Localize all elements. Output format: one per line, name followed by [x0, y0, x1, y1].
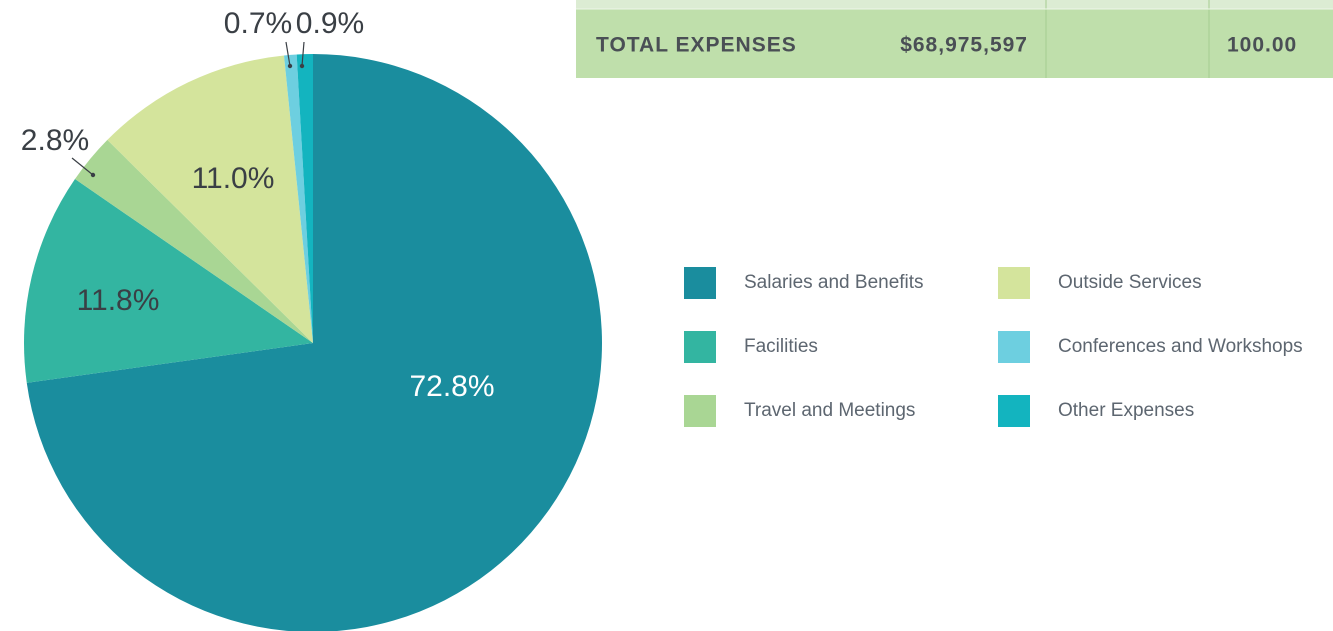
- slice-label: 11.0%: [192, 162, 275, 195]
- leader-line: [301, 41, 305, 67]
- legend-swatch: [998, 395, 1030, 427]
- legend-swatch: [998, 267, 1030, 299]
- leader-line: [285, 41, 291, 67]
- slice-label: 2.8%: [21, 124, 89, 157]
- leader-dot: [299, 63, 305, 69]
- table-label: TOTAL EXPENSES: [596, 34, 797, 57]
- legend-label: Outside Services: [1058, 272, 1202, 293]
- table-row-top: [576, 0, 1333, 9]
- slice-label: 0.7%: [224, 7, 292, 40]
- table-amount: $68,975,597: [900, 34, 1028, 57]
- leader-dot: [90, 172, 96, 178]
- table-percent: 100.00: [1227, 34, 1297, 57]
- legend-swatch: [684, 331, 716, 363]
- leader-line: [71, 157, 94, 176]
- legend-swatch: [684, 267, 716, 299]
- legend-swatch: [998, 331, 1030, 363]
- legend-label: Travel and Meetings: [744, 400, 915, 421]
- leader-dot: [287, 63, 293, 69]
- slice-label: 11.8%: [77, 284, 160, 317]
- pie-slice: [24, 179, 314, 383]
- pie-slice: [26, 54, 602, 631]
- slice-label: 72.8%: [409, 370, 494, 403]
- legend-label: Conferences and Workshops: [1058, 336, 1303, 357]
- legend-label: Other Expenses: [1058, 400, 1194, 421]
- legend-swatch: [684, 395, 716, 427]
- pie-slice: [296, 54, 313, 343]
- legend-label: Salaries and Benefits: [744, 272, 924, 293]
- pie-slice: [283, 54, 313, 344]
- pie-slice: [74, 139, 313, 343]
- table-row-total: [576, 9, 1333, 78]
- legend-label: Facilities: [744, 336, 818, 357]
- slice-label: 0.9%: [296, 7, 364, 40]
- pie-slice: [107, 55, 314, 343]
